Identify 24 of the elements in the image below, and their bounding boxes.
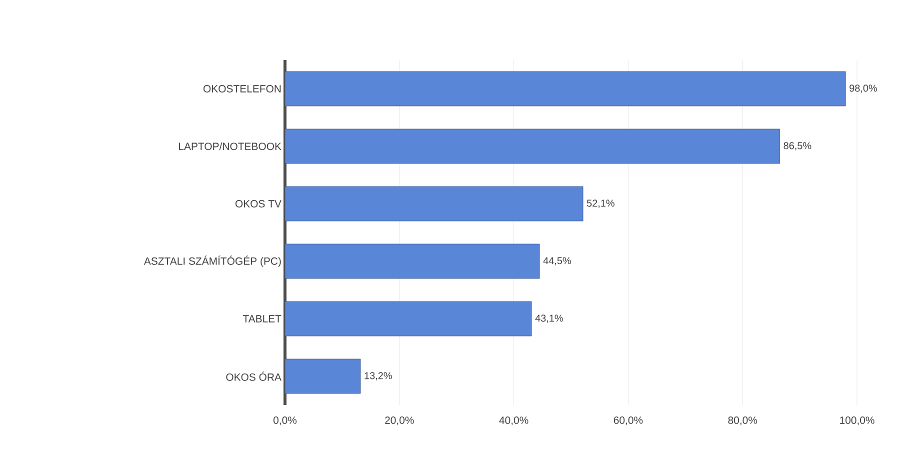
x-tick-label: 80,0% xyxy=(728,416,758,426)
bar xyxy=(284,244,540,279)
bar xyxy=(284,128,780,164)
bar xyxy=(284,186,584,222)
x-tick-label: 20,0% xyxy=(385,416,414,426)
data-label: 52,1% xyxy=(586,200,614,208)
y-tick-label: OKOS TV xyxy=(235,200,282,208)
x-tick-label: 0,0% xyxy=(273,416,297,426)
bar xyxy=(284,301,532,336)
x-tick-label: 60,0% xyxy=(614,416,643,426)
y-tick-label: TABLET xyxy=(242,315,282,322)
y-tick-label: ASZTALI SZÁMÍTÓGÉP (PC) xyxy=(144,256,281,267)
y-tick-label: OKOS ÓRA xyxy=(226,372,282,381)
data-label: 86,5% xyxy=(784,142,812,150)
y-tick-label: OKOSTELEFON xyxy=(204,85,281,92)
data-label: 13,2% xyxy=(364,372,392,380)
bar xyxy=(284,358,361,394)
x-tick-label: 100,0% xyxy=(840,416,874,426)
data-label: 44,5% xyxy=(543,257,571,266)
x-tick-label: 40,0% xyxy=(499,416,528,426)
data-label: 43,1% xyxy=(535,314,563,323)
data-label: 98,0% xyxy=(850,84,877,93)
bar xyxy=(284,71,846,106)
y-tick-label: LAPTOP/NOTEBOOK xyxy=(179,142,282,150)
